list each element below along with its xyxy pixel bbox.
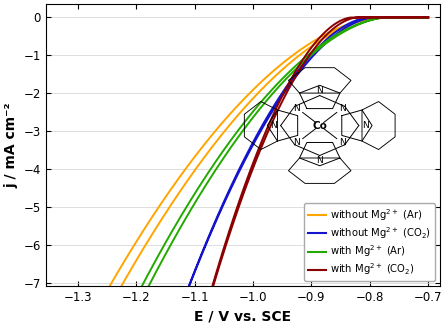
Legend: without Mg$^{2+}$ (Ar), without Mg$^{2+}$ (CO$_2$), with Mg$^{2+}$ (Ar), with Mg: without Mg$^{2+}$ (Ar), without Mg$^{2+}… (304, 203, 435, 281)
X-axis label: E / V vs. SCE: E / V vs. SCE (194, 310, 292, 324)
Y-axis label: j / mA cm⁻²: j / mA cm⁻² (4, 103, 18, 188)
